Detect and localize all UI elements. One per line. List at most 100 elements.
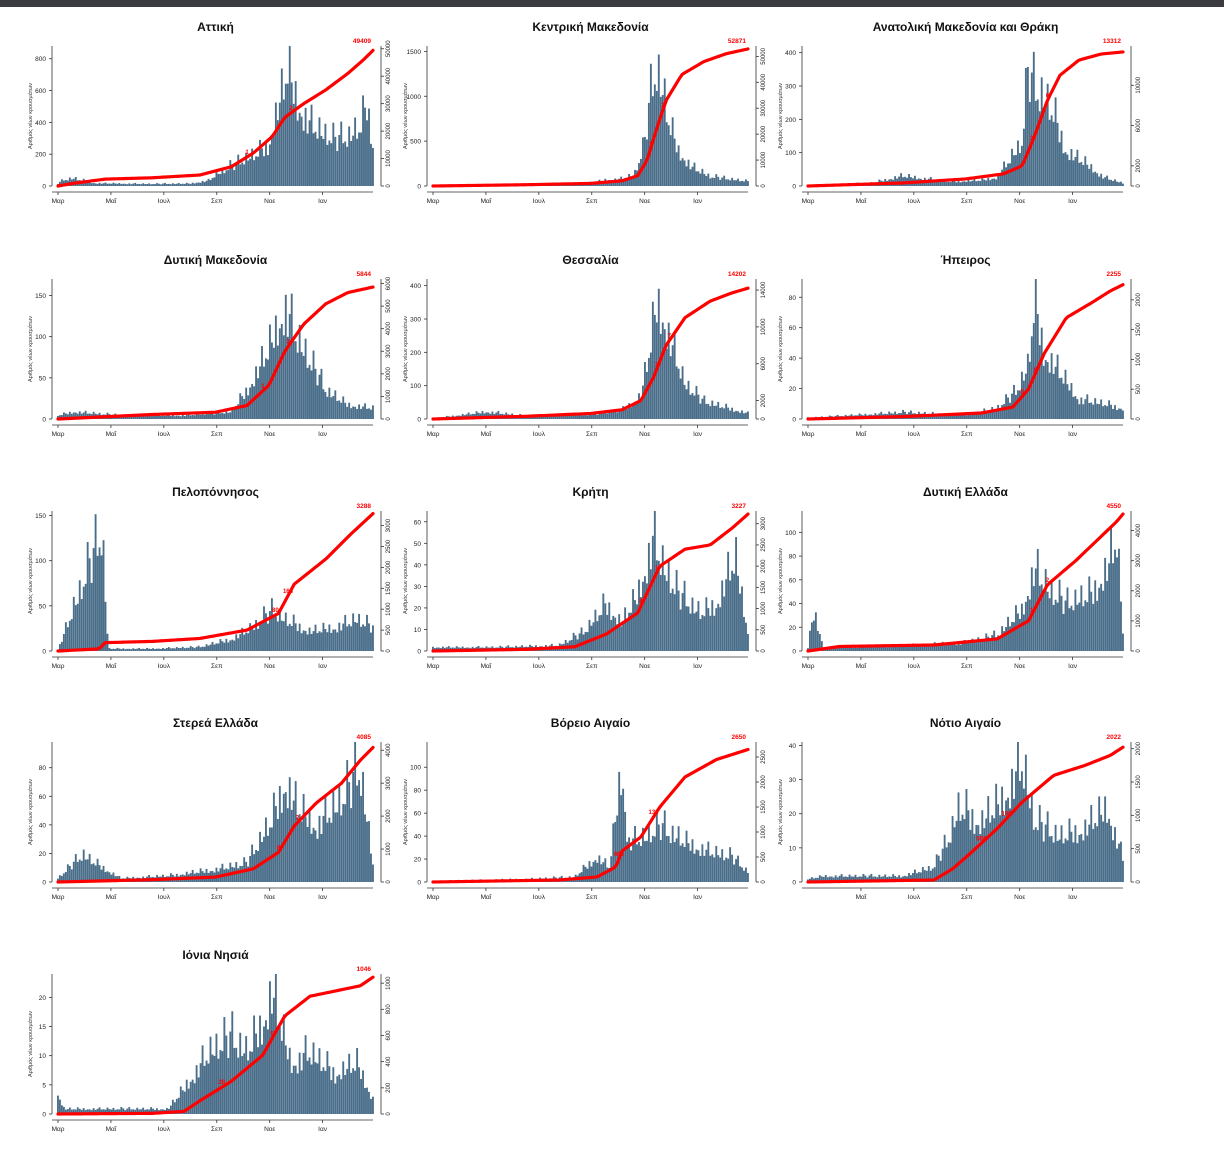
daily-bar xyxy=(1108,400,1110,419)
daily-bar xyxy=(747,181,749,186)
daily-bar xyxy=(356,409,358,419)
right-tick-label: 2500 xyxy=(761,538,767,552)
daily-bar xyxy=(1122,184,1124,186)
daily-bar xyxy=(299,325,301,419)
daily-bar xyxy=(853,648,855,651)
daily-bar xyxy=(237,868,239,882)
daily-bar xyxy=(317,839,319,882)
daily-bar xyxy=(112,183,114,186)
right-tick-label: 40000 xyxy=(386,67,392,84)
daily-bar xyxy=(1045,360,1047,419)
daily-bar xyxy=(1065,601,1067,651)
daily-bar xyxy=(291,1073,293,1114)
daily-bar xyxy=(636,403,638,419)
daily-bar xyxy=(285,613,287,651)
daily-bar xyxy=(658,561,660,651)
daily-bar xyxy=(1053,843,1055,882)
daily-bar xyxy=(346,407,348,419)
daily-bar xyxy=(210,180,212,186)
daily-bar xyxy=(725,579,727,651)
daily-bar xyxy=(275,806,277,882)
month-tick-label: Μαρ xyxy=(52,894,65,901)
daily-bar xyxy=(319,1048,321,1114)
daily-bar xyxy=(176,647,178,651)
daily-bar xyxy=(299,624,301,651)
daily-bar xyxy=(981,810,983,882)
daily-bar xyxy=(711,178,713,186)
daily-bar xyxy=(956,182,958,186)
daily-bar xyxy=(731,178,733,186)
daily-bar xyxy=(271,136,273,186)
daily-bar xyxy=(103,183,105,186)
left-tick-label: 200 xyxy=(35,152,46,159)
daily-bar xyxy=(616,412,618,419)
daily-bar xyxy=(303,131,305,186)
daily-bar xyxy=(354,118,356,186)
daily-bar xyxy=(295,781,297,882)
daily-bar xyxy=(303,1053,305,1114)
month-tick-label: Μαΐ xyxy=(106,197,117,205)
daily-bar xyxy=(1086,165,1088,186)
daily-bar xyxy=(1114,550,1116,651)
daily-bar xyxy=(1065,838,1067,882)
daily-bar xyxy=(843,648,845,651)
daily-bar xyxy=(1047,362,1049,419)
daily-bar xyxy=(85,584,87,651)
left-tick-label: 400 xyxy=(35,120,46,127)
daily-bar xyxy=(1001,170,1003,186)
daily-bar xyxy=(196,1065,198,1114)
daily-bar xyxy=(289,314,291,419)
daily-bar xyxy=(198,182,200,186)
daily-bar xyxy=(271,598,273,651)
daily-bar xyxy=(192,870,194,882)
month-tick-label: Σεπ xyxy=(211,663,223,670)
daily-bar xyxy=(251,629,253,651)
daily-bar xyxy=(680,846,682,882)
daily-bar xyxy=(946,645,948,651)
daily-bar xyxy=(587,416,589,419)
daily-bar xyxy=(321,834,323,882)
daily-bar xyxy=(324,124,326,186)
daily-bar xyxy=(340,630,342,651)
left-axis-title: Αριθμός νέων κρουσμάτων xyxy=(777,316,784,382)
daily-bar xyxy=(678,145,680,186)
daily-bar xyxy=(662,323,664,419)
daily-bar xyxy=(1019,153,1021,186)
daily-bar xyxy=(977,825,979,882)
daily-bar xyxy=(1067,384,1069,419)
daily-bar xyxy=(267,360,269,419)
daily-bar xyxy=(648,543,650,651)
right-tick-label: 1000 xyxy=(761,825,767,839)
daily-bar xyxy=(122,648,124,651)
daily-bar xyxy=(1104,405,1106,419)
daily-bar xyxy=(340,815,342,882)
daily-bar xyxy=(713,857,715,882)
daily-bar xyxy=(1118,182,1120,186)
right-tick-label: 0 xyxy=(386,1112,392,1116)
daily-bar xyxy=(1059,142,1061,186)
right-tick-label: 0 xyxy=(1136,649,1142,653)
daily-bar xyxy=(696,612,698,651)
daily-bar xyxy=(1021,604,1023,651)
daily-bar xyxy=(630,407,632,419)
daily-bar xyxy=(295,81,297,186)
left-tick-label: 0 xyxy=(792,880,796,887)
daily-bar xyxy=(330,143,332,186)
daily-bar xyxy=(991,407,993,419)
daily-bar xyxy=(362,1070,364,1114)
daily-bar xyxy=(1088,169,1090,186)
daily-bar xyxy=(352,772,354,882)
daily-bar xyxy=(259,832,261,882)
daily-bar xyxy=(1057,603,1059,651)
daily-bar xyxy=(1096,404,1098,419)
daily-bar xyxy=(287,1059,289,1114)
daily-bar xyxy=(634,826,636,882)
daily-bar xyxy=(638,842,640,882)
daily-bar xyxy=(79,580,81,651)
daily-bar xyxy=(1106,176,1108,186)
daily-bar xyxy=(1112,181,1114,186)
daily-bar xyxy=(79,860,81,882)
daily-bar xyxy=(733,412,735,419)
daily-bar xyxy=(233,409,235,419)
